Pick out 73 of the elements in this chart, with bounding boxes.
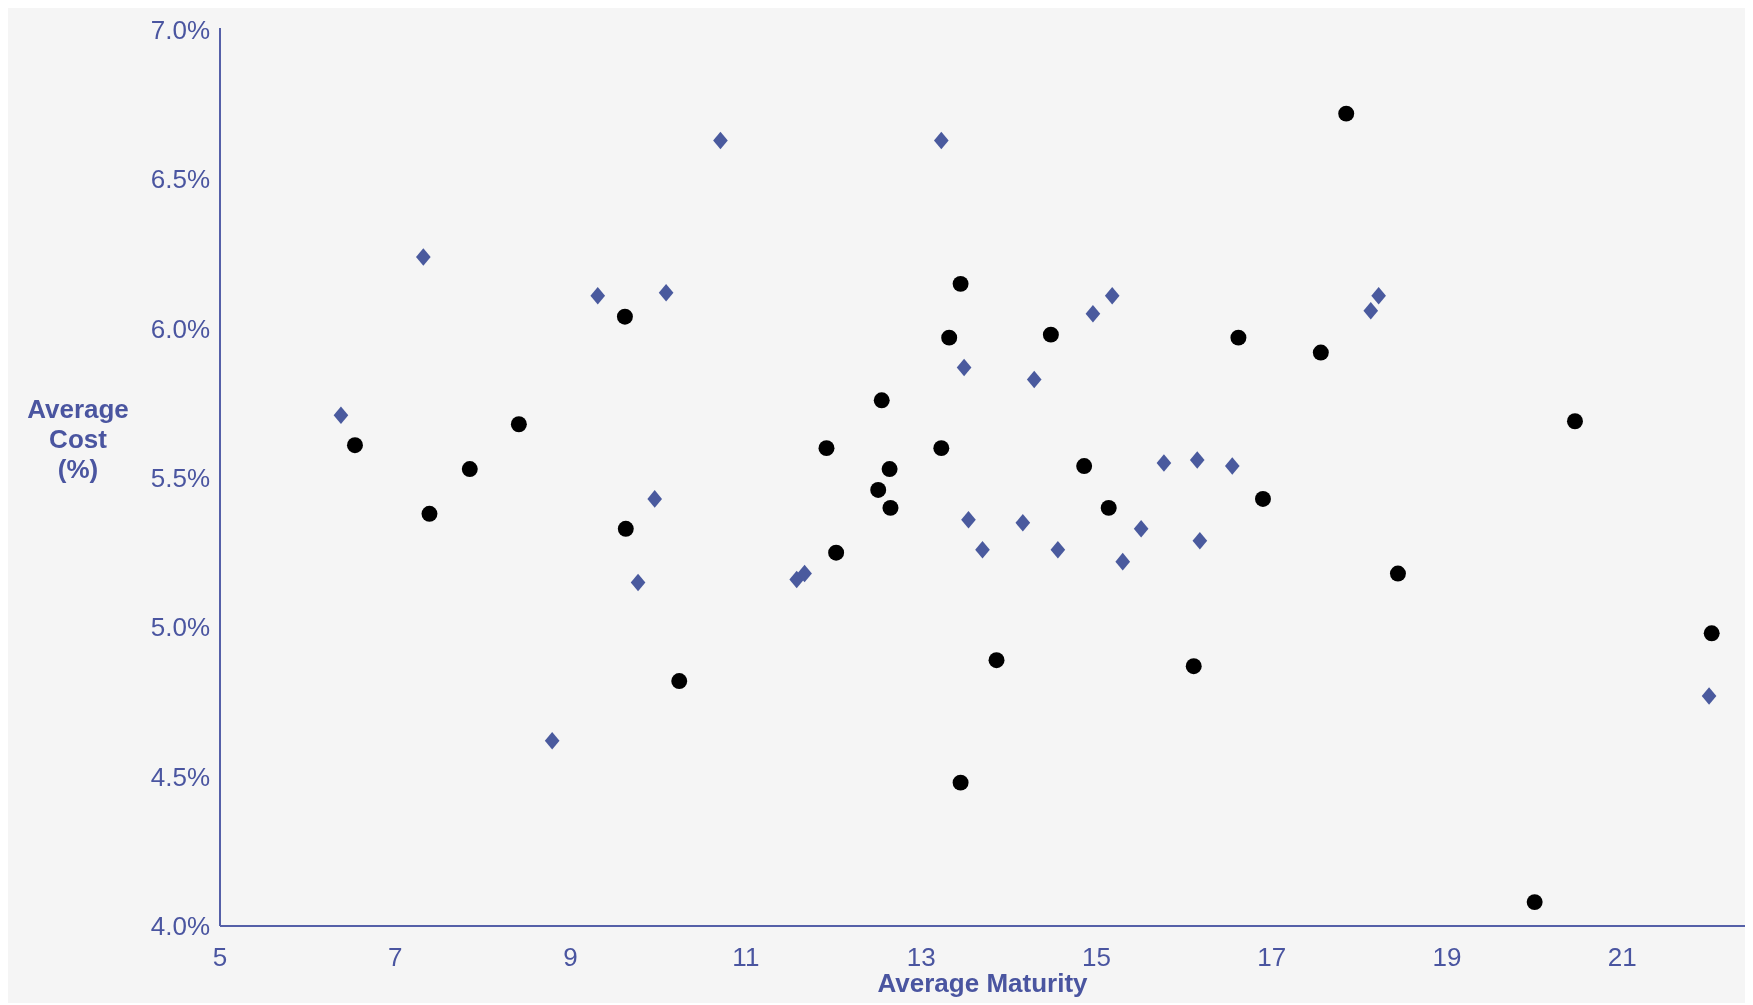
point xyxy=(1185,658,1202,675)
point xyxy=(1115,552,1131,571)
point xyxy=(671,673,688,690)
point xyxy=(1371,287,1386,305)
point xyxy=(346,437,363,454)
point xyxy=(1050,540,1066,559)
point xyxy=(881,461,898,477)
point xyxy=(616,308,633,325)
point xyxy=(1015,514,1031,532)
point xyxy=(630,573,646,592)
point xyxy=(416,248,431,266)
point xyxy=(713,131,728,150)
point xyxy=(1701,687,1717,705)
x-tick-label: 21 xyxy=(1607,942,1637,972)
point xyxy=(1389,565,1406,582)
point xyxy=(1104,287,1120,305)
point xyxy=(617,520,634,537)
point xyxy=(941,329,958,346)
x-tick-label: 7 xyxy=(388,942,403,972)
y-tick-label: 4.0% xyxy=(150,911,210,942)
x-tick-label: 9 xyxy=(563,942,578,972)
y-axis-title: Average Cost (%) xyxy=(27,394,129,484)
point xyxy=(1026,370,1042,389)
point xyxy=(882,499,899,516)
y-tick-label: 6.0% xyxy=(150,313,210,344)
point xyxy=(1156,454,1172,472)
point xyxy=(870,481,887,498)
point xyxy=(421,505,438,522)
point xyxy=(988,652,1005,669)
point xyxy=(1224,457,1240,475)
point xyxy=(933,131,949,150)
point xyxy=(461,461,478,477)
point xyxy=(956,358,972,377)
point xyxy=(1192,531,1208,550)
point xyxy=(1076,458,1093,475)
point xyxy=(1312,344,1329,361)
point xyxy=(975,540,990,559)
point xyxy=(544,732,560,750)
point xyxy=(658,284,674,302)
point xyxy=(1100,499,1117,516)
point xyxy=(1085,304,1101,323)
x-tick-label: 11 xyxy=(732,942,760,972)
point xyxy=(510,416,527,433)
point xyxy=(952,275,969,292)
x-tick-label: 19 xyxy=(1432,942,1462,972)
y-tick-label: 4.5% xyxy=(150,761,210,792)
y-tick-label: 6.5% xyxy=(150,164,210,195)
point xyxy=(789,570,805,589)
point xyxy=(797,564,812,583)
y-tick-label: 5.5% xyxy=(150,463,210,494)
point xyxy=(1230,329,1247,346)
point xyxy=(590,287,606,305)
point xyxy=(1189,451,1205,469)
point xyxy=(828,544,845,561)
point xyxy=(961,511,976,529)
point xyxy=(333,406,349,425)
point xyxy=(1133,519,1149,538)
point xyxy=(1703,625,1720,642)
point xyxy=(1042,326,1059,343)
point xyxy=(818,440,835,457)
point xyxy=(1526,894,1543,911)
x-tick-label: 17 xyxy=(1257,942,1287,972)
point xyxy=(1338,105,1355,122)
point xyxy=(873,392,890,409)
point xyxy=(952,774,969,791)
y-tick-label: 7.0% xyxy=(150,15,210,46)
point xyxy=(933,440,950,457)
point xyxy=(1566,413,1583,430)
point xyxy=(647,490,663,508)
point xyxy=(1363,301,1379,320)
x-tick-label: 5 xyxy=(212,942,228,972)
point xyxy=(1254,490,1271,507)
y-tick-label: 5.0% xyxy=(150,612,210,643)
